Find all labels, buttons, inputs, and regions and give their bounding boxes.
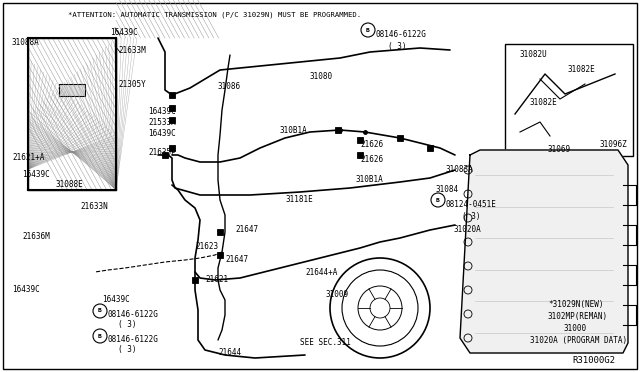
Text: B: B <box>98 308 102 314</box>
Text: 16439C: 16439C <box>12 285 40 294</box>
Bar <box>397 135 403 141</box>
Text: 31020A: 31020A <box>454 225 482 234</box>
Bar <box>169 117 175 123</box>
Bar <box>357 152 363 158</box>
Text: ( 3): ( 3) <box>388 42 406 51</box>
Text: B: B <box>98 334 102 339</box>
Text: ( 3): ( 3) <box>118 320 136 329</box>
Text: 31082E: 31082E <box>530 98 557 107</box>
Text: 31069: 31069 <box>548 145 571 154</box>
Bar <box>192 277 198 283</box>
Text: 21644+A: 21644+A <box>305 268 337 277</box>
Text: 31020A (PROGRAM DATA): 31020A (PROGRAM DATA) <box>530 336 627 345</box>
Text: 31181E: 31181E <box>285 195 313 204</box>
Bar <box>28 38 116 190</box>
Text: 21626: 21626 <box>360 155 383 164</box>
Text: 21633M: 21633M <box>118 46 146 55</box>
Text: B: B <box>436 198 440 202</box>
Text: 16439C: 16439C <box>110 28 138 37</box>
Bar <box>169 145 175 151</box>
Text: 21626: 21626 <box>360 140 383 149</box>
Bar <box>169 92 175 98</box>
Text: 21621: 21621 <box>205 275 228 284</box>
Text: B: B <box>366 28 370 32</box>
Text: 21647: 21647 <box>235 225 258 234</box>
Text: 21623: 21623 <box>195 242 218 251</box>
Text: 31083A: 31083A <box>446 165 474 174</box>
Text: 31082E: 31082E <box>567 65 595 74</box>
Bar <box>335 127 341 133</box>
Text: 21644: 21644 <box>218 348 241 357</box>
Text: 08124-0451E: 08124-0451E <box>445 200 496 209</box>
Text: SEE SEC.311: SEE SEC.311 <box>300 338 351 347</box>
Text: 21633N: 21633N <box>80 202 108 211</box>
Text: 08146-6122G: 08146-6122G <box>375 30 426 39</box>
Text: 16439C: 16439C <box>102 295 130 304</box>
Text: ( 3): ( 3) <box>462 212 481 221</box>
Bar <box>59 84 85 96</box>
Text: 21621+A: 21621+A <box>12 153 44 162</box>
Bar <box>217 252 223 258</box>
Text: 21305Y: 21305Y <box>118 80 146 89</box>
Text: 31084: 31084 <box>436 185 459 194</box>
Text: 310B1A: 310B1A <box>355 175 383 184</box>
Text: R31000G2: R31000G2 <box>572 356 615 365</box>
Bar <box>169 105 175 111</box>
Text: ( 3): ( 3) <box>118 345 136 354</box>
Bar <box>505 44 633 156</box>
Text: 31088E: 31088E <box>55 180 83 189</box>
Text: 08146-6122G: 08146-6122G <box>108 335 159 344</box>
Text: 3102MP(REMAN): 3102MP(REMAN) <box>548 312 608 321</box>
Text: 16439C: 16439C <box>148 129 176 138</box>
Text: 08146-6122G: 08146-6122G <box>108 310 159 319</box>
Text: *ATTENTION: AUTOMATIC TRANSMISSION (P/C 31029N) MUST BE PROGRAMMED.: *ATTENTION: AUTOMATIC TRANSMISSION (P/C … <box>68 12 362 19</box>
Text: *31029N(NEW): *31029N(NEW) <box>548 300 604 309</box>
Text: 31096Z: 31096Z <box>600 140 628 149</box>
Bar <box>217 229 223 235</box>
Text: 310B1A: 310B1A <box>280 126 308 135</box>
Text: 21636M: 21636M <box>22 232 50 241</box>
Text: 31000: 31000 <box>564 324 587 333</box>
Bar <box>162 152 168 158</box>
Text: 16439C: 16439C <box>22 170 50 179</box>
Bar <box>427 145 433 151</box>
Text: 21647: 21647 <box>225 255 248 264</box>
Polygon shape <box>460 150 628 353</box>
Text: 16439C: 16439C <box>148 107 176 116</box>
Bar <box>357 137 363 143</box>
Text: 31082U: 31082U <box>520 50 548 59</box>
Text: 31009: 31009 <box>325 290 348 299</box>
Text: 31080: 31080 <box>310 72 333 81</box>
Text: 21533X: 21533X <box>148 118 176 127</box>
Text: 31088A: 31088A <box>12 38 40 47</box>
Text: 21635P: 21635P <box>148 148 176 157</box>
Text: 31086: 31086 <box>218 82 241 91</box>
